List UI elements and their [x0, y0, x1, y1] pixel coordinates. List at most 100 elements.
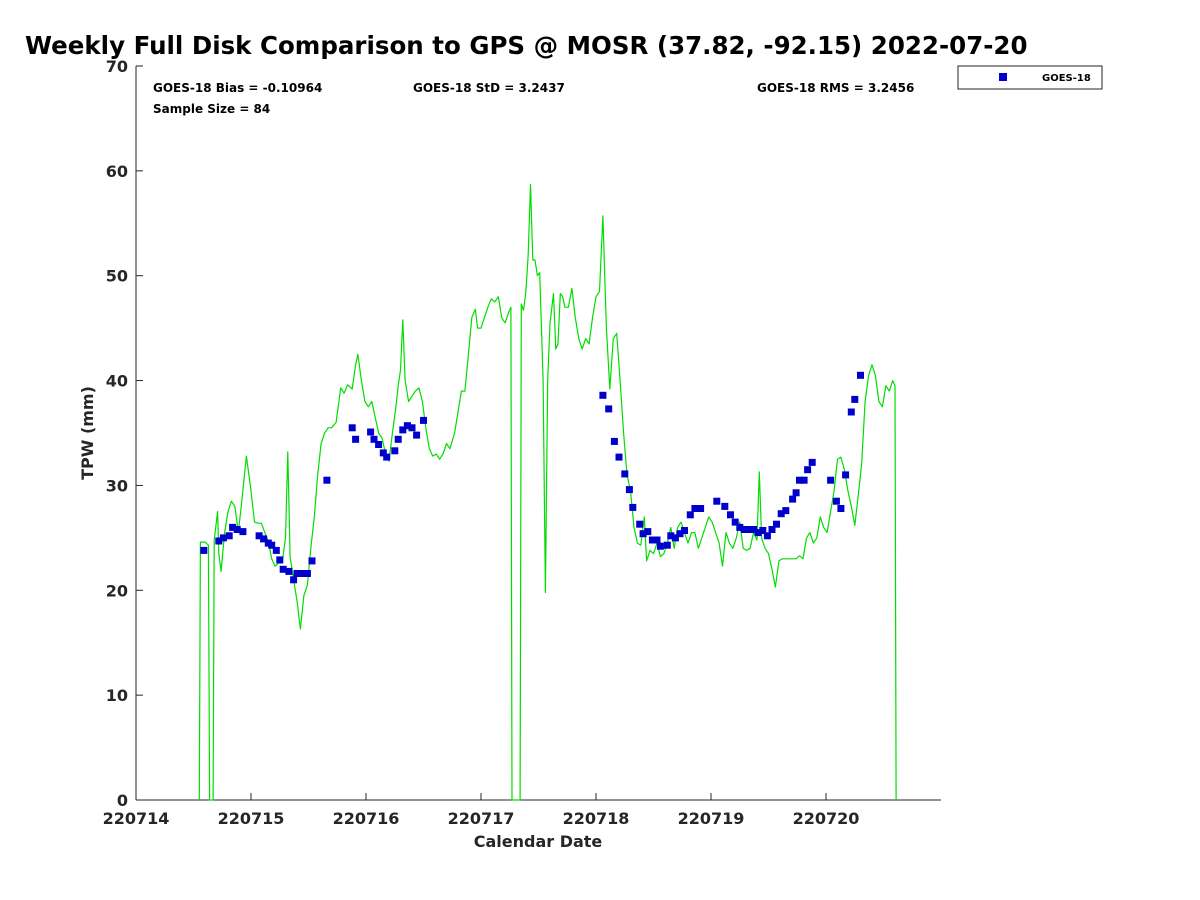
goes-18-point	[721, 502, 729, 510]
goes-18-point	[842, 471, 850, 479]
goes-18-point	[255, 532, 263, 540]
goes-18-point	[676, 530, 684, 538]
goes-18-point	[308, 557, 316, 565]
goes-18-point	[615, 453, 623, 461]
goes-18-point	[671, 534, 679, 542]
goes-18-point	[391, 447, 399, 455]
goes-18-point	[667, 532, 675, 540]
goes-18-point	[727, 511, 734, 519]
goes-18-point	[420, 416, 427, 424]
goes-18-point	[777, 510, 785, 518]
y-tick-label: 50	[106, 267, 128, 286]
goes-18-point	[260, 535, 268, 543]
stat-std: GOES-18 StD = 3.2437	[413, 81, 565, 95]
goes-18-point	[691, 505, 699, 512]
goes-18-point	[837, 505, 845, 512]
goes-18-point	[352, 435, 360, 443]
goes-18-point	[832, 497, 840, 505]
x-axis-label: Calendar Date	[474, 832, 603, 851]
goes-18-point	[383, 453, 391, 461]
stat-rms: GOES-18 RMS = 3.2456	[757, 81, 914, 95]
goes-series	[200, 371, 864, 584]
goes-18-point	[656, 542, 664, 550]
goes-18-point	[681, 527, 688, 534]
goes-18-point	[636, 520, 644, 528]
goes-18-point	[399, 426, 407, 434]
goes-18-point	[625, 486, 633, 494]
goes-18-point	[713, 497, 721, 505]
x-tick-label: 220718	[563, 809, 630, 828]
x-tick-label: 220715	[218, 809, 285, 828]
goes-18-point	[403, 422, 411, 430]
goes-18-point	[804, 466, 812, 474]
goes-18-point	[303, 570, 311, 577]
x-axis-ticks: 220714 220715 220716 220717 220718 220719 2207…	[103, 793, 859, 828]
goes-18-point	[792, 489, 800, 497]
goes-18-point	[408, 424, 416, 432]
goes-18-point	[200, 546, 208, 554]
x-tick-label: 220717	[448, 809, 515, 828]
goes-18-point	[229, 523, 237, 531]
goes-18-point	[639, 530, 647, 538]
goes-18-point	[740, 526, 748, 533]
goes-18-point	[290, 576, 298, 584]
y-tick-label: 30	[106, 476, 128, 495]
chart-title: Weekly Full Disk Comparison to GPS @ MOS…	[25, 31, 1028, 60]
goes-18-point	[239, 528, 247, 536]
stat-sample-size: Sample Size = 84	[153, 102, 270, 116]
goes-18-point	[796, 476, 803, 484]
goes-18-point	[367, 428, 375, 436]
goes-18-point	[736, 523, 744, 531]
goes-18-point	[379, 449, 387, 457]
goes-18-point	[370, 435, 378, 443]
y-tick-label: 20	[106, 581, 128, 600]
goes-18-point	[272, 546, 280, 554]
goes-18-point	[759, 527, 767, 534]
goes-18-point	[754, 529, 762, 537]
y-tick-label: 0	[117, 791, 128, 810]
x-tick-label: 220714	[103, 809, 170, 828]
goes-18-point	[279, 565, 287, 573]
goes-18-point	[648, 536, 656, 544]
goes-18-point	[348, 424, 356, 432]
gps-series	[198, 183, 897, 801]
plot-area: 0 10 20 30 40 50 60 70 220714 220715 220716 220717…	[103, 57, 941, 828]
goes-18-point	[233, 526, 241, 533]
goes-18-point	[851, 395, 859, 403]
goes-18-point	[827, 476, 835, 484]
goes-18-point	[285, 567, 293, 575]
goes-18-point	[768, 526, 776, 533]
goes-18-point	[857, 371, 864, 379]
gps-line	[198, 183, 897, 801]
goes-18-point	[745, 526, 753, 533]
goes-18-point	[773, 520, 780, 528]
goes-18-point	[219, 534, 227, 542]
goes-18-point	[375, 441, 383, 448]
goes-18-point	[605, 405, 613, 413]
goes-18-point	[750, 526, 757, 533]
goes-18-point	[763, 532, 771, 540]
goes-18-point	[644, 528, 652, 536]
goes-18-point	[731, 518, 739, 526]
y-tick-label: 70	[106, 57, 128, 76]
legend: GOES-18	[957, 65, 1103, 90]
goes-18-point	[847, 408, 855, 416]
goes-18-point	[599, 391, 607, 399]
y-tick-label: 60	[106, 162, 128, 181]
goes-18-point	[629, 503, 637, 511]
goes-18-point	[800, 476, 808, 484]
goes-18-point	[789, 495, 797, 503]
legend-marker	[999, 73, 1007, 81]
goes-18-point	[225, 532, 233, 540]
goes-18-point	[276, 556, 284, 564]
y-axis-label: TPW (mm)	[78, 386, 97, 480]
goes-18-point	[663, 541, 671, 549]
y-axis-ticks: 0 10 20 30 40 50 60 70	[106, 57, 143, 810]
x-tick-label: 220716	[333, 809, 400, 828]
stat-bias: GOES-18 Bias = -0.10964	[153, 81, 322, 95]
goes-18-point	[610, 437, 618, 445]
goes-18-point	[268, 541, 276, 549]
goes-18-point	[413, 431, 421, 439]
legend-label: GOES-18	[1042, 73, 1091, 84]
